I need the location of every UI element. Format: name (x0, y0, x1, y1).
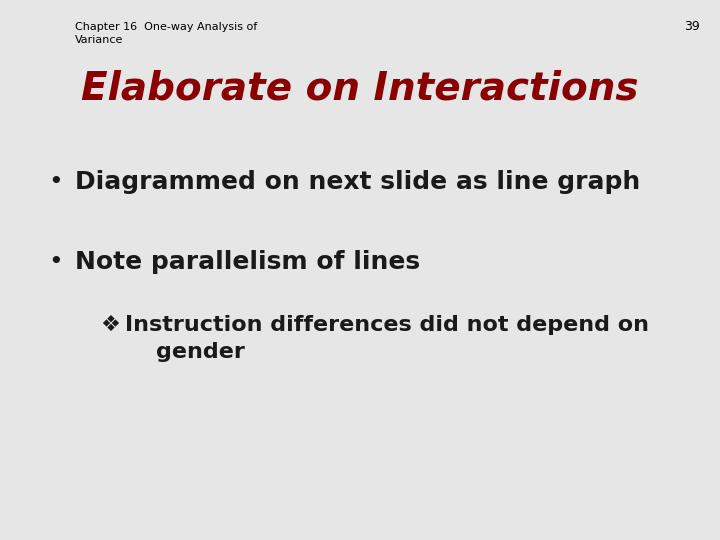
Text: Diagrammed on next slide as line graph: Diagrammed on next slide as line graph (75, 170, 640, 194)
Text: 39: 39 (684, 20, 700, 33)
Text: Instruction differences did not depend on: Instruction differences did not depend o… (125, 315, 649, 335)
Text: Elaborate on Interactions: Elaborate on Interactions (81, 70, 639, 108)
Text: ❖: ❖ (100, 315, 120, 335)
Text: gender: gender (125, 342, 245, 362)
Text: Chapter 16  One-way Analysis of
Variance: Chapter 16 One-way Analysis of Variance (75, 22, 257, 45)
Text: •: • (48, 170, 63, 194)
Text: Note parallelism of lines: Note parallelism of lines (75, 250, 420, 274)
Text: •: • (48, 250, 63, 274)
